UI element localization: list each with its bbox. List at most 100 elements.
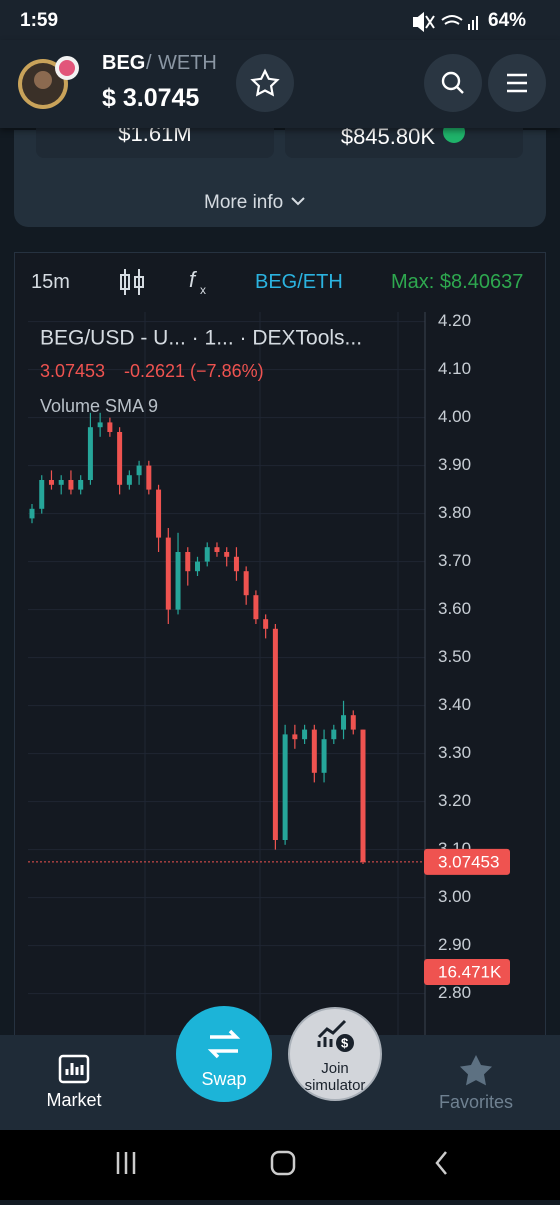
more-info[interactable]: More info: [204, 192, 308, 214]
volume-label: 16.471K: [438, 962, 502, 981]
base-symbol: BEG: [102, 52, 146, 74]
candle-body: [107, 422, 113, 432]
candle-body: [78, 480, 84, 490]
favorites-icon: [460, 1055, 492, 1086]
candle-body: [97, 422, 103, 428]
candle-body: [253, 595, 259, 620]
status-bar: 1:59 64%: [0, 0, 560, 40]
last-price-label: 3.07453: [438, 852, 499, 871]
candle-body: [146, 465, 152, 490]
candle-body: [39, 480, 45, 509]
favorite-button[interactable]: [236, 54, 294, 112]
bottom-nav: Market Favorites: [0, 1035, 560, 1130]
pair[interactable]: BEG/ETH: [255, 271, 343, 293]
market-tab[interactable]: Market: [30, 1053, 118, 1111]
candle-body: [292, 734, 298, 740]
grid: [28, 321, 425, 995]
candle-body: [175, 552, 181, 610]
y-tick-label: 2.80: [438, 983, 471, 1002]
y-tick-label: 4.10: [438, 359, 471, 378]
swap-label[interactable]: Swap: [201, 1069, 247, 1089]
y-tick-label: 4.20: [438, 311, 471, 330]
menu-icon: [507, 73, 527, 93]
candle-body: [302, 729, 308, 740]
y-tick-label: 3.40: [438, 695, 471, 714]
interval[interactable]: 15m: [31, 271, 70, 293]
simulator-icon: $: [317, 1019, 354, 1052]
menu-button[interactable]: [488, 54, 546, 112]
status-icons: [413, 12, 478, 32]
y-tick-label: 2.90: [438, 935, 471, 954]
candle-body: [156, 489, 162, 538]
candle-body: [282, 734, 288, 840]
candle-body: [68, 480, 74, 490]
battery: 64%: [488, 10, 527, 31]
svg-text:x: x: [200, 283, 206, 297]
search-button[interactable]: [424, 54, 482, 112]
candle-body: [126, 475, 132, 485]
stat-card: $1.61M: [36, 123, 274, 158]
candle-body: [350, 715, 356, 730]
y-tick-label: 3.20: [438, 791, 471, 810]
market-icon: [58, 1054, 90, 1084]
quote-symbol: WETH: [158, 52, 217, 74]
chart-title: BEG/USD - U... · 1... · DEXTools...: [40, 327, 362, 350]
candle-body: [185, 552, 191, 572]
candle-body: [331, 729, 337, 740]
candle-icon[interactable]: [119, 267, 145, 297]
system-buttons: [116, 1150, 447, 1176]
svg-text:$: $: [341, 1035, 349, 1050]
simulator-button[interactable]: $ Join simulator: [288, 1007, 382, 1101]
chevron: [291, 197, 306, 206]
system-nav: [0, 1130, 560, 1200]
last-price-legend: 3.07453: [40, 361, 105, 381]
stat-value: $845.80K: [340, 124, 436, 149]
candle-body: [263, 619, 269, 629]
candle-body: [321, 739, 327, 773]
y-tick-label: 3.30: [438, 743, 471, 762]
swap-button[interactable]: Swap: [176, 1006, 272, 1102]
candle-body: [341, 715, 347, 730]
candle-body: [233, 556, 239, 572]
candle-body: [272, 628, 278, 840]
y-tick-label: 3.70: [438, 551, 471, 570]
candle-body: [87, 427, 93, 480]
y-tick-label: 3.90: [438, 455, 471, 474]
token-avatar[interactable]: [16, 56, 82, 112]
candle-body: [117, 432, 123, 485]
star-icon: [250, 68, 280, 97]
candle-body: [58, 480, 64, 485]
max-price: Max: $8.40637: [391, 271, 524, 293]
favorites-tab[interactable]: Favorites: [424, 1053, 528, 1113]
y-tick-label: 3.00: [438, 887, 471, 906]
candle-body: [360, 729, 366, 862]
simulator-label[interactable]: Join simulator: [304, 1060, 366, 1094]
candle-body: [136, 465, 142, 476]
favorites-label[interactable]: Favorites: [438, 1092, 514, 1112]
time: 1:59: [20, 10, 59, 31]
y-tick-label: 4.00: [438, 407, 471, 426]
candle-body: [48, 480, 54, 485]
y-tick-label: 3.50: [438, 647, 471, 666]
svg-text:f: f: [189, 267, 198, 292]
candle-body: [29, 508, 35, 519]
search-icon: [441, 71, 464, 94]
y-tick-label: 3.80: [438, 503, 471, 522]
price: $ 3.0745: [102, 84, 200, 112]
change: -0.2621 (−7.86%): [124, 361, 264, 381]
last-price-box: [424, 848, 510, 875]
candle-body: [204, 547, 210, 562]
stat-card: $845.80K: [285, 121, 523, 158]
more-info-label[interactable]: More info: [204, 192, 284, 213]
candle-body: [195, 561, 200, 572]
indicator-label: Volume SMA 9: [40, 396, 158, 416]
market-label[interactable]: Market: [46, 1090, 102, 1110]
candle-body: [214, 547, 220, 552]
swap-icon: [207, 1029, 241, 1059]
candle-body: [224, 552, 230, 557]
y-tick-label: 3.60: [438, 599, 471, 618]
